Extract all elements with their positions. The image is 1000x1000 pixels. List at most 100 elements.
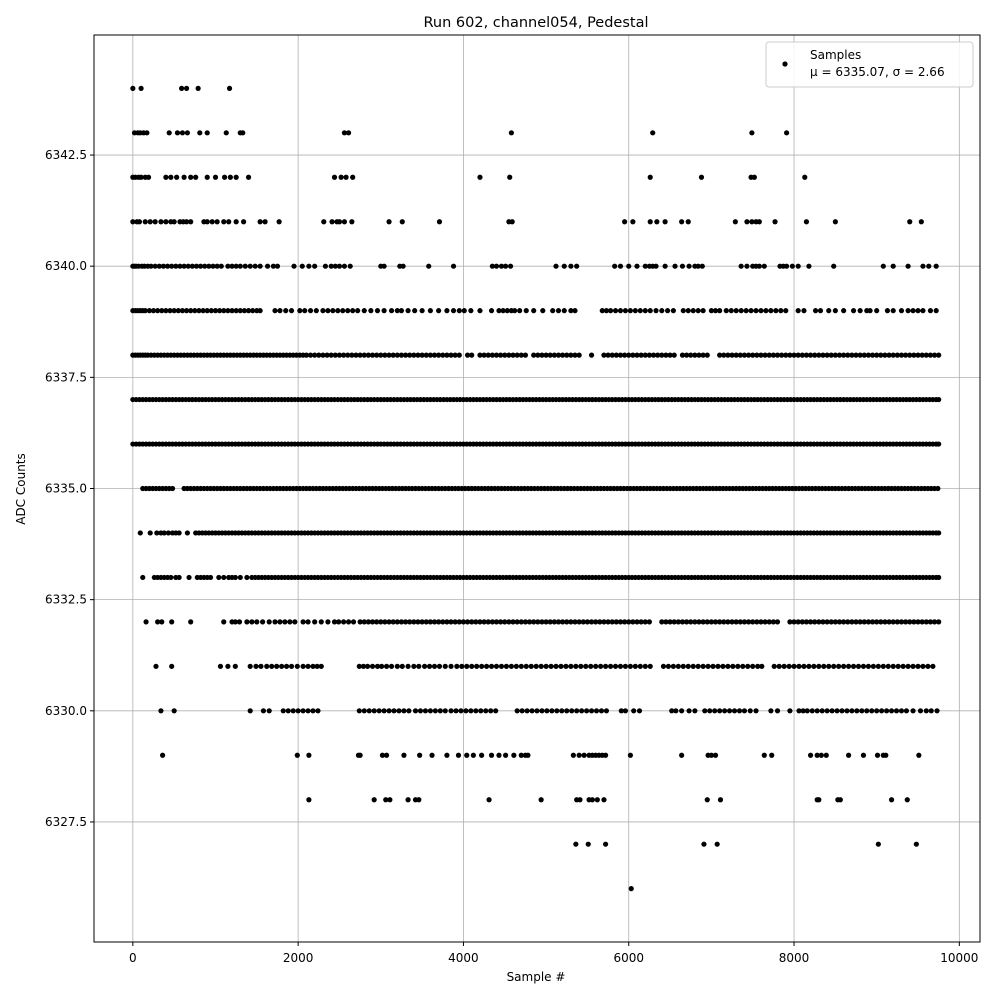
data-point: [787, 708, 793, 714]
data-point: [502, 263, 509, 269]
data-point: [723, 308, 729, 314]
data-point: [849, 352, 855, 358]
data-point: [796, 663, 802, 669]
data-point: [502, 752, 509, 758]
data-point: [824, 352, 830, 358]
data-point: [700, 352, 706, 358]
data-point: [328, 352, 334, 358]
data-point: [669, 708, 675, 714]
data-point: [407, 619, 413, 625]
data-point: [588, 708, 595, 714]
data-point: [525, 752, 531, 758]
data-point: [759, 663, 765, 669]
data-point: [506, 352, 512, 358]
data-point: [232, 574, 238, 581]
data-point: [260, 619, 266, 625]
data-point: [836, 663, 842, 669]
data-point: [440, 352, 446, 358]
data-point: [696, 352, 702, 358]
data-point: [184, 530, 190, 536]
data-point: [396, 708, 402, 714]
data-point: [762, 352, 768, 358]
data-point: [493, 263, 500, 269]
data-point: [812, 619, 818, 625]
data-point: [405, 663, 411, 669]
data-point: [488, 708, 494, 714]
data-point: [158, 708, 164, 714]
data-point: [155, 619, 161, 625]
data-point: [613, 352, 619, 358]
data-point: [369, 619, 376, 625]
data-point: [405, 797, 411, 803]
data-point: [510, 352, 516, 358]
data-point: [553, 663, 559, 669]
data-point: [152, 219, 158, 225]
data-point: [839, 708, 845, 714]
data-point: [572, 619, 578, 625]
data-point: [622, 352, 628, 358]
data-point: [579, 708, 585, 714]
data-point: [920, 263, 926, 269]
data-point: [318, 619, 324, 625]
data-point: [631, 708, 637, 714]
data-point: [926, 263, 932, 269]
data-point: [660, 663, 667, 669]
data-point: [341, 130, 348, 136]
data-point: [647, 174, 653, 180]
data-point: [147, 219, 153, 225]
data-point: [577, 797, 583, 803]
data-point: [185, 263, 191, 269]
data-point: [756, 219, 762, 225]
y-tick-label: 6330.0: [45, 704, 87, 718]
data-point: [382, 352, 388, 358]
data-point: [750, 619, 756, 625]
data-point: [192, 308, 198, 314]
data-point: [588, 663, 594, 669]
data-point: [302, 308, 308, 314]
data-point: [186, 574, 192, 581]
data-point: [463, 708, 469, 714]
data-point: [551, 619, 557, 625]
data-point: [819, 708, 825, 714]
data-point: [685, 219, 691, 225]
data-point: [511, 752, 517, 758]
data-point: [444, 752, 450, 758]
data-point: [673, 708, 679, 714]
data-point: [436, 619, 442, 625]
data-point: [861, 352, 867, 358]
data-point: [602, 752, 609, 758]
data-point: [903, 619, 909, 625]
data-point: [531, 619, 537, 625]
data-point: [628, 886, 634, 892]
data-point: [568, 263, 574, 269]
data-point: [264, 263, 271, 269]
data-point: [816, 797, 822, 803]
data-point: [360, 663, 367, 669]
data-point: [171, 708, 177, 714]
data-point: [130, 85, 136, 91]
data-point: [540, 308, 546, 314]
data-point: [330, 308, 336, 314]
data-point: [910, 663, 916, 669]
data-point: [503, 663, 510, 669]
data-point: [730, 663, 736, 669]
data-point: [612, 263, 618, 269]
data-point: [768, 308, 774, 314]
data-point: [223, 130, 229, 136]
data-point: [329, 219, 335, 225]
data-point: [717, 797, 724, 803]
data-point: [464, 663, 470, 669]
data-point: [593, 708, 600, 714]
data-point: [242, 263, 248, 269]
data-point: [416, 663, 422, 669]
data-point: [507, 174, 513, 180]
data-point: [747, 708, 753, 714]
data-point: [882, 352, 888, 358]
data-point: [903, 352, 909, 358]
data-point: [812, 308, 819, 314]
data-point: [376, 708, 382, 714]
data-point: [154, 530, 160, 536]
data-point: [419, 308, 425, 314]
data-point: [331, 619, 338, 625]
